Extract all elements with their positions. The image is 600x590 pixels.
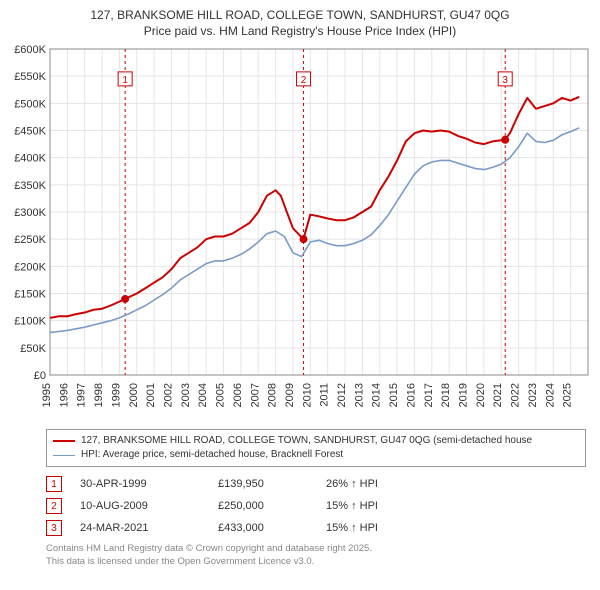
legend: 127, BRANKSOME HILL ROAD, COLLEGE TOWN, … — [46, 429, 586, 467]
x-tick-label: 2007 — [249, 383, 261, 407]
chart-svg: £0 £50K £100K £150K £200K £250K £300K £350K £400… — [8, 43, 592, 423]
y-tick-label: £250K — [14, 234, 46, 246]
x-tick-label: 2010 — [301, 383, 313, 407]
legend-row: HPI: Average price, semi-detached house,… — [53, 448, 579, 462]
legend-label: HPI: Average price, semi-detached house,… — [81, 448, 343, 462]
title-line-2: Price paid vs. HM Land Registry's House … — [8, 24, 592, 40]
x-tick-label: 2011 — [319, 383, 331, 407]
y-tick-label: £50K — [20, 343, 46, 355]
chart-area: £0 £50K £100K £150K £200K £250K £300K £350K £400… — [8, 43, 592, 423]
x-tick-label: 1998 — [93, 383, 105, 407]
sales-row-price: £139,950 — [218, 478, 308, 490]
sales-row-marker: 3 — [46, 520, 62, 536]
x-tick-label: 1996 — [58, 383, 70, 407]
x-tick-label: 2005 — [215, 383, 227, 407]
sales-row-date: 10-AUG-2009 — [80, 500, 200, 512]
y-tick-label: £550K — [14, 71, 46, 83]
x-tick-label: 2014 — [371, 383, 383, 407]
x-tick-label: 2008 — [267, 383, 279, 407]
sales-row: 2 10-AUG-2009 £250,000 15% ↑ HPI — [46, 495, 586, 517]
y-tick-label: £500K — [14, 99, 46, 111]
sales-row-marker: 2 — [46, 498, 62, 514]
sales-row-delta: 15% ↑ HPI — [326, 522, 426, 534]
x-tick-label: 2023 — [527, 383, 539, 407]
y-tick-label: £350K — [14, 180, 46, 192]
x-tick-label: 2021 — [492, 383, 504, 407]
sale-marker-number: 2 — [301, 75, 307, 86]
footnote-line-2: This data is licensed under the Open Gov… — [46, 556, 592, 568]
sale-marker-number: 3 — [502, 75, 508, 86]
x-tick-label: 1995 — [41, 383, 53, 407]
x-tick-label: 2006 — [232, 383, 244, 407]
x-tick-label: 2019 — [458, 383, 470, 407]
x-tick-label: 2012 — [336, 383, 348, 407]
sales-row: 3 24-MAR-2021 £433,000 15% ↑ HPI — [46, 517, 586, 539]
sales-row-delta: 15% ↑ HPI — [326, 500, 426, 512]
sales-table: 1 30-APR-1999 £139,950 26% ↑ HPI 2 10-AUG-200… — [46, 473, 586, 539]
y-tick-label: £200K — [14, 262, 46, 274]
footnote-line-1: Contains HM Land Registry data © Crown c… — [46, 543, 592, 555]
x-tick-label: 2000 — [128, 383, 140, 407]
x-tick-label: 2022 — [510, 383, 522, 407]
sale-marker-number: 1 — [122, 75, 128, 86]
legend-swatch — [53, 455, 75, 456]
y-tick-label: £600K — [14, 44, 46, 56]
sales-row-date: 24-MAR-2021 — [80, 522, 200, 534]
title-line-1: 127, BRANKSOME HILL ROAD, COLLEGE TOWN, … — [8, 8, 592, 24]
y-tick-label: £100K — [14, 316, 46, 328]
legend-row: 127, BRANKSOME HILL ROAD, COLLEGE TOWN, … — [53, 434, 579, 448]
sales-row-price: £250,000 — [218, 500, 308, 512]
y-tick-label: £450K — [14, 126, 46, 138]
footnote: Contains HM Land Registry data © Crown c… — [46, 543, 592, 568]
x-tick-label: 2017 — [423, 383, 435, 407]
x-tick-label: 2025 — [562, 383, 574, 407]
chart-title: 127, BRANKSOME HILL ROAD, COLLEGE TOWN, … — [8, 8, 592, 39]
y-tick-label: £150K — [14, 289, 46, 301]
x-tick-label: 2002 — [162, 383, 174, 407]
sales-row-delta: 26% ↑ HPI — [326, 478, 426, 490]
x-tick-label: 2015 — [388, 383, 400, 407]
x-tick-label: 2018 — [440, 383, 452, 407]
x-tick-label: 2024 — [544, 383, 556, 407]
legend-swatch — [53, 440, 75, 442]
y-tick-label: £0 — [34, 370, 46, 382]
x-tick-label: 2016 — [405, 383, 417, 407]
legend-label: 127, BRANKSOME HILL ROAD, COLLEGE TOWN, … — [81, 434, 532, 448]
sales-row: 1 30-APR-1999 £139,950 26% ↑ HPI — [46, 473, 586, 495]
x-tick-label: 1997 — [76, 383, 88, 407]
x-tick-label: 2001 — [145, 383, 157, 407]
x-tick-label: 2020 — [475, 383, 487, 407]
sales-row-marker: 1 — [46, 476, 62, 492]
x-tick-label: 2009 — [284, 383, 296, 407]
x-tick-label: 2003 — [180, 383, 192, 407]
sales-row-date: 30-APR-1999 — [80, 478, 200, 490]
y-tick-label: £400K — [14, 153, 46, 165]
sales-row-price: £433,000 — [218, 522, 308, 534]
y-tick-label: £300K — [14, 207, 46, 219]
x-tick-label: 2013 — [353, 383, 365, 407]
x-tick-label: 2004 — [197, 383, 209, 407]
x-tick-label: 1999 — [110, 383, 122, 407]
